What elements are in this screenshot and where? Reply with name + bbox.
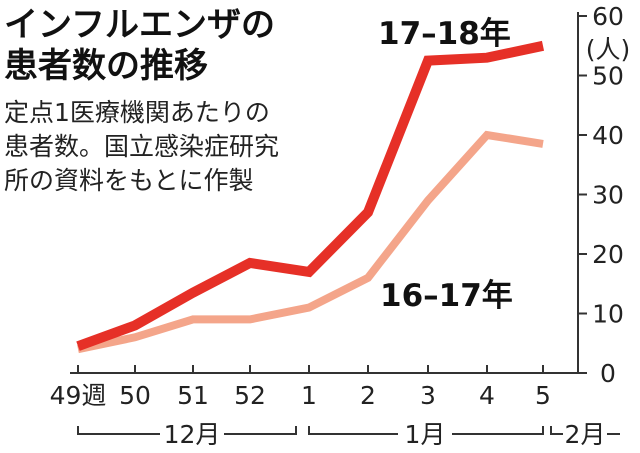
y-tick-label: 30	[592, 181, 624, 210]
x-tick-label: 51	[177, 381, 209, 410]
month-label-december: 12月	[164, 420, 221, 449]
y-tick-label: 0	[600, 359, 616, 388]
x-tick-label: 5	[535, 381, 551, 410]
axis-layer: 0 10 20 30 40 50 60 (人) 49週 50 51 52 1 2 3 4 5	[50, 2, 631, 410]
title-line-2: 患者数の推移	[4, 46, 208, 86]
x-tick-label: 2	[360, 381, 376, 410]
x-tick-label: 52	[234, 381, 266, 410]
chart-note: 定点1医療機関あたりの 患者数。国立感染症研究 所の資料をもとに作製	[4, 98, 279, 195]
y-tick-label: 60	[592, 2, 624, 31]
y-unit-label: (人)	[586, 35, 631, 64]
title-line-1: インフルエンザの	[4, 5, 275, 45]
note-line-2: 患者数。国立感染症研究	[4, 132, 279, 161]
series-label-17-18: 17–18年	[378, 16, 511, 52]
month-label-january: 1月	[405, 420, 446, 449]
x-tick-label: 50	[119, 381, 151, 410]
series-line	[76, 40, 545, 351]
month-label-backdrop	[398, 418, 452, 450]
x-tick-label: 49週	[50, 381, 107, 410]
month-bracket-february	[550, 426, 563, 435]
x-tick-label: 3	[420, 381, 436, 410]
series-label-layer: 17–18年 16–17年	[378, 16, 513, 314]
note-line-3: 所の資料をもとに作製	[4, 166, 254, 195]
note-line-1: 定点1医療機関あたりの	[4, 98, 270, 127]
x-tick-label: 4	[479, 381, 495, 410]
series-line	[77, 130, 544, 354]
month-bracket-layer: 12月 1月 2月	[77, 418, 620, 450]
series-layer	[76, 40, 545, 354]
x-tick-label: 1	[301, 381, 317, 410]
series-label-16-17: 16–17年	[380, 278, 513, 314]
y-tick-label: 20	[592, 240, 624, 269]
y-tick-label: 40	[592, 121, 624, 150]
month-label-february: 2月	[565, 420, 606, 449]
y-tick-label: 10	[592, 300, 624, 329]
month-label-backdrop	[160, 418, 224, 450]
y-tick-label: 50	[592, 62, 624, 91]
chart-title: インフルエンザの 患者数の推移	[4, 5, 275, 86]
